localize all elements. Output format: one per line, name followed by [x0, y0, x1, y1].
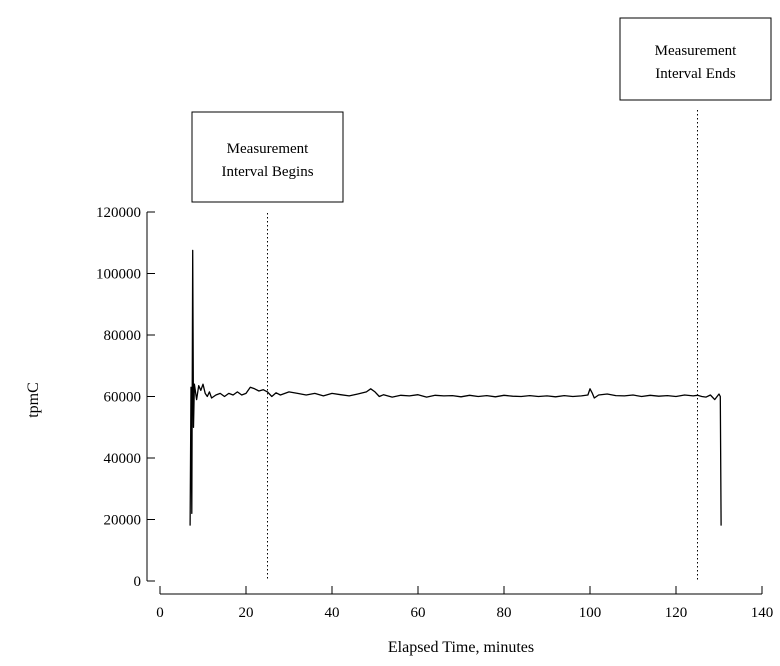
annotation-line2-0: Interval Begins: [221, 164, 313, 180]
x-tick-label: 140: [751, 605, 774, 621]
interval-lines: [267, 110, 698, 581]
y-tick-label: 120000: [96, 205, 141, 221]
x-tick-label: 80: [497, 605, 512, 621]
series-line-0: [189, 249, 722, 526]
y-tick-label: 0: [134, 574, 142, 590]
y-axis-label: tpmC: [25, 382, 42, 418]
annotation-line1-1: Measurement: [655, 43, 737, 59]
annotation-box-1: [619, 17, 772, 101]
x-tick-label: 60: [411, 605, 426, 621]
x-tick-label: 0: [156, 605, 164, 621]
x-tick-label: 20: [239, 605, 254, 621]
x-tick-label: 40: [325, 605, 340, 621]
x-ticks: 0 20 40 60 80 100 120 140: [156, 586, 773, 621]
y-tick-label: 60000: [104, 390, 142, 406]
annotation-box-0: [191, 111, 344, 203]
annotation-line1-0: Measurement: [227, 141, 309, 157]
x-axis-label: Elapsed Time, minutes: [388, 639, 534, 656]
annotation-boxes: Measurement Interval Begins Measurement Int…: [191, 17, 772, 203]
y-tick-label: 100000: [96, 267, 141, 283]
y-tick-label: 20000: [104, 513, 142, 529]
series-layer: [189, 249, 722, 526]
y-tick-label: 40000: [104, 451, 142, 467]
axes: [146, 212, 762, 595]
x-tick-label: 100: [579, 605, 602, 621]
x-tick-label: 120: [665, 605, 688, 621]
y-tick-label: 80000: [104, 328, 142, 344]
y-ticks: 0 20000 40000 60000 80000 100000 120000: [96, 205, 155, 590]
annotation-line2-1: Interval Ends: [655, 66, 736, 82]
